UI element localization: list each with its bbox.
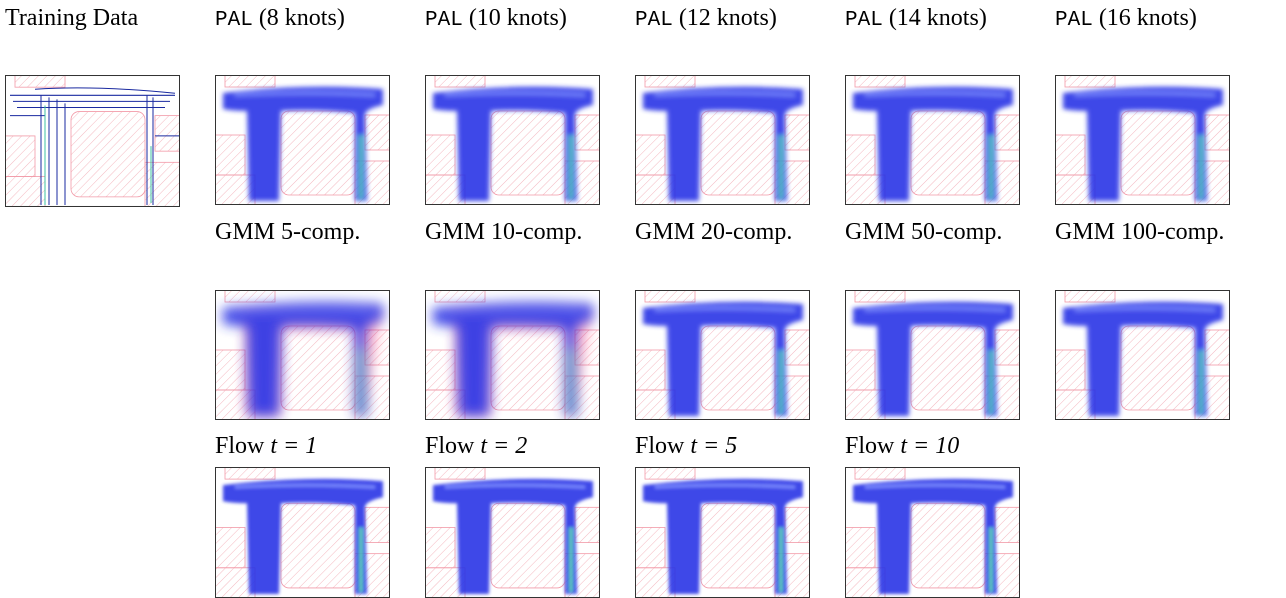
density-image xyxy=(425,290,600,420)
density-image xyxy=(215,290,390,420)
caption-method: Flow xyxy=(425,433,475,459)
caption-method: GMM xyxy=(1055,219,1116,245)
caption: Flow t = 2 xyxy=(425,432,595,460)
frame xyxy=(635,290,810,420)
caption-method: GMM xyxy=(845,219,906,245)
caption: PAL (8 knots) xyxy=(215,4,385,35)
frame xyxy=(425,75,600,205)
caption-method: PAL xyxy=(635,9,673,32)
frame xyxy=(845,75,1020,205)
caption: Flow t = 10 xyxy=(845,432,1015,460)
density-image xyxy=(425,75,600,205)
caption: Training Data xyxy=(5,5,139,31)
density-image xyxy=(215,467,390,598)
frame xyxy=(425,467,600,598)
caption-detail: 50-comp. xyxy=(911,219,1003,245)
caption-method: PAL xyxy=(845,9,883,32)
frame xyxy=(845,467,1020,598)
caption-method: Flow xyxy=(635,433,685,459)
caption-detail: (12 knots) xyxy=(678,5,777,31)
caption-method: GMM xyxy=(635,219,696,245)
density-image xyxy=(845,75,1020,205)
frame xyxy=(215,290,390,420)
frame xyxy=(425,290,600,420)
caption: Flow t = 1 xyxy=(215,432,385,460)
density-image xyxy=(425,467,600,598)
caption-detail: (10 knots) xyxy=(468,5,567,31)
density-image xyxy=(635,290,810,420)
caption-math: t = 10 xyxy=(900,433,960,459)
caption-detail: (16 knots) xyxy=(1098,5,1197,31)
caption: PAL (12 knots) xyxy=(635,4,805,35)
caption: PAL (14 knots) xyxy=(845,4,1015,35)
caption-detail: 10-comp. xyxy=(491,219,583,245)
caption-math: t = 2 xyxy=(480,433,528,459)
frame xyxy=(635,75,810,205)
caption: GMM 20-comp. xyxy=(635,218,805,246)
caption-detail: 100-comp. xyxy=(1121,219,1225,245)
caption-math: t = 5 xyxy=(690,433,738,459)
density-image xyxy=(1055,290,1230,420)
caption: PAL (10 knots) xyxy=(425,4,595,35)
caption-method: PAL xyxy=(1055,9,1093,32)
frame xyxy=(845,290,1020,420)
frame xyxy=(215,467,390,598)
caption: GMM 50-comp. xyxy=(845,218,1015,246)
caption-method: Flow xyxy=(845,433,895,459)
caption-method: PAL xyxy=(425,9,463,32)
density-image xyxy=(635,467,810,598)
caption-method: Flow xyxy=(215,433,265,459)
caption-method: GMM xyxy=(425,219,486,245)
frame xyxy=(635,467,810,598)
density-image xyxy=(1055,75,1230,205)
caption: GMM 10-comp. xyxy=(425,218,595,246)
density-image xyxy=(845,290,1020,420)
caption: GMM 5-comp. xyxy=(215,218,385,246)
caption-detail: 5-comp. xyxy=(281,219,361,245)
density-image xyxy=(845,467,1020,598)
caption-detail: (14 knots) xyxy=(888,5,987,31)
frame xyxy=(1055,290,1230,420)
frame xyxy=(215,75,390,205)
caption-math: t = 1 xyxy=(270,433,318,459)
density-image xyxy=(215,75,390,205)
training-image xyxy=(5,75,180,207)
caption-detail: 20-comp. xyxy=(701,219,793,245)
caption-method: GMM xyxy=(215,219,276,245)
caption: PAL (16 knots) xyxy=(1055,4,1225,35)
caption: GMM 100-comp. xyxy=(1055,218,1225,246)
caption-method: PAL xyxy=(215,9,253,32)
caption: Flow t = 5 xyxy=(635,432,805,460)
caption-detail: (8 knots) xyxy=(258,5,345,31)
density-image xyxy=(635,75,810,205)
frame xyxy=(1055,75,1230,205)
